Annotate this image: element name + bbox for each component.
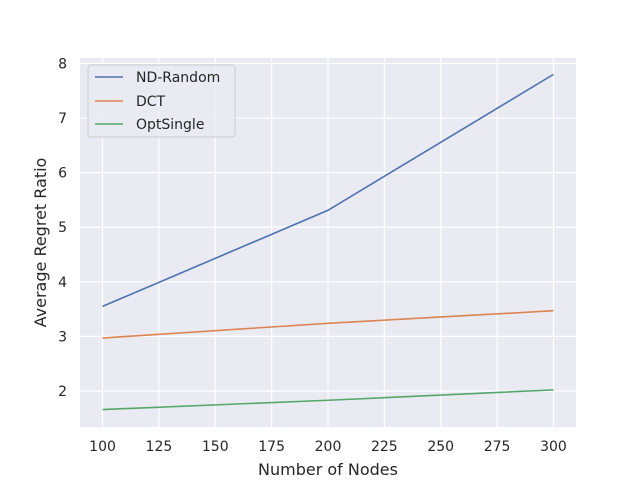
y-tick-label: 2 xyxy=(58,384,67,400)
legend: ND-Random DCT OptSingle xyxy=(87,64,236,138)
x-tick-label: 300 xyxy=(540,439,567,455)
x-tick-label: 175 xyxy=(258,439,285,455)
y-tick-label: 3 xyxy=(58,329,67,345)
y-axis-label: Average Regret Ratio xyxy=(31,158,50,328)
y-tick-label: 5 xyxy=(58,220,67,236)
x-tick-label: 225 xyxy=(371,439,398,455)
x-tick-label: 125 xyxy=(146,439,173,455)
series-line-nd-random xyxy=(102,73,554,308)
x-tick-label: 275 xyxy=(484,439,511,455)
x-tick-label: 250 xyxy=(427,439,454,455)
legend-label-dct: DCT xyxy=(136,94,166,110)
y-tick-labels: 2 3 4 5 6 7 8 xyxy=(58,56,67,400)
y-tick-label: 8 xyxy=(58,56,67,72)
x-tick-label: 150 xyxy=(202,439,229,455)
legend-label-nd-random: ND-Random xyxy=(136,70,220,86)
legend-label-optsingle: OptSingle xyxy=(136,117,204,133)
x-axis-label: Number of Nodes xyxy=(258,460,398,479)
series-line-optsingle xyxy=(102,389,554,411)
series-line-dct xyxy=(102,309,554,339)
x-tick-label: 200 xyxy=(315,439,342,455)
y-tick-label: 6 xyxy=(58,166,67,182)
y-tick-label: 4 xyxy=(58,275,67,291)
y-tick-label: 7 xyxy=(58,111,67,127)
series-lines xyxy=(102,73,554,411)
x-tick-labels: 100 125 150 175 200 225 250 275 300 xyxy=(89,439,567,455)
x-tick-label: 100 xyxy=(89,439,116,455)
legend-box xyxy=(87,64,236,138)
